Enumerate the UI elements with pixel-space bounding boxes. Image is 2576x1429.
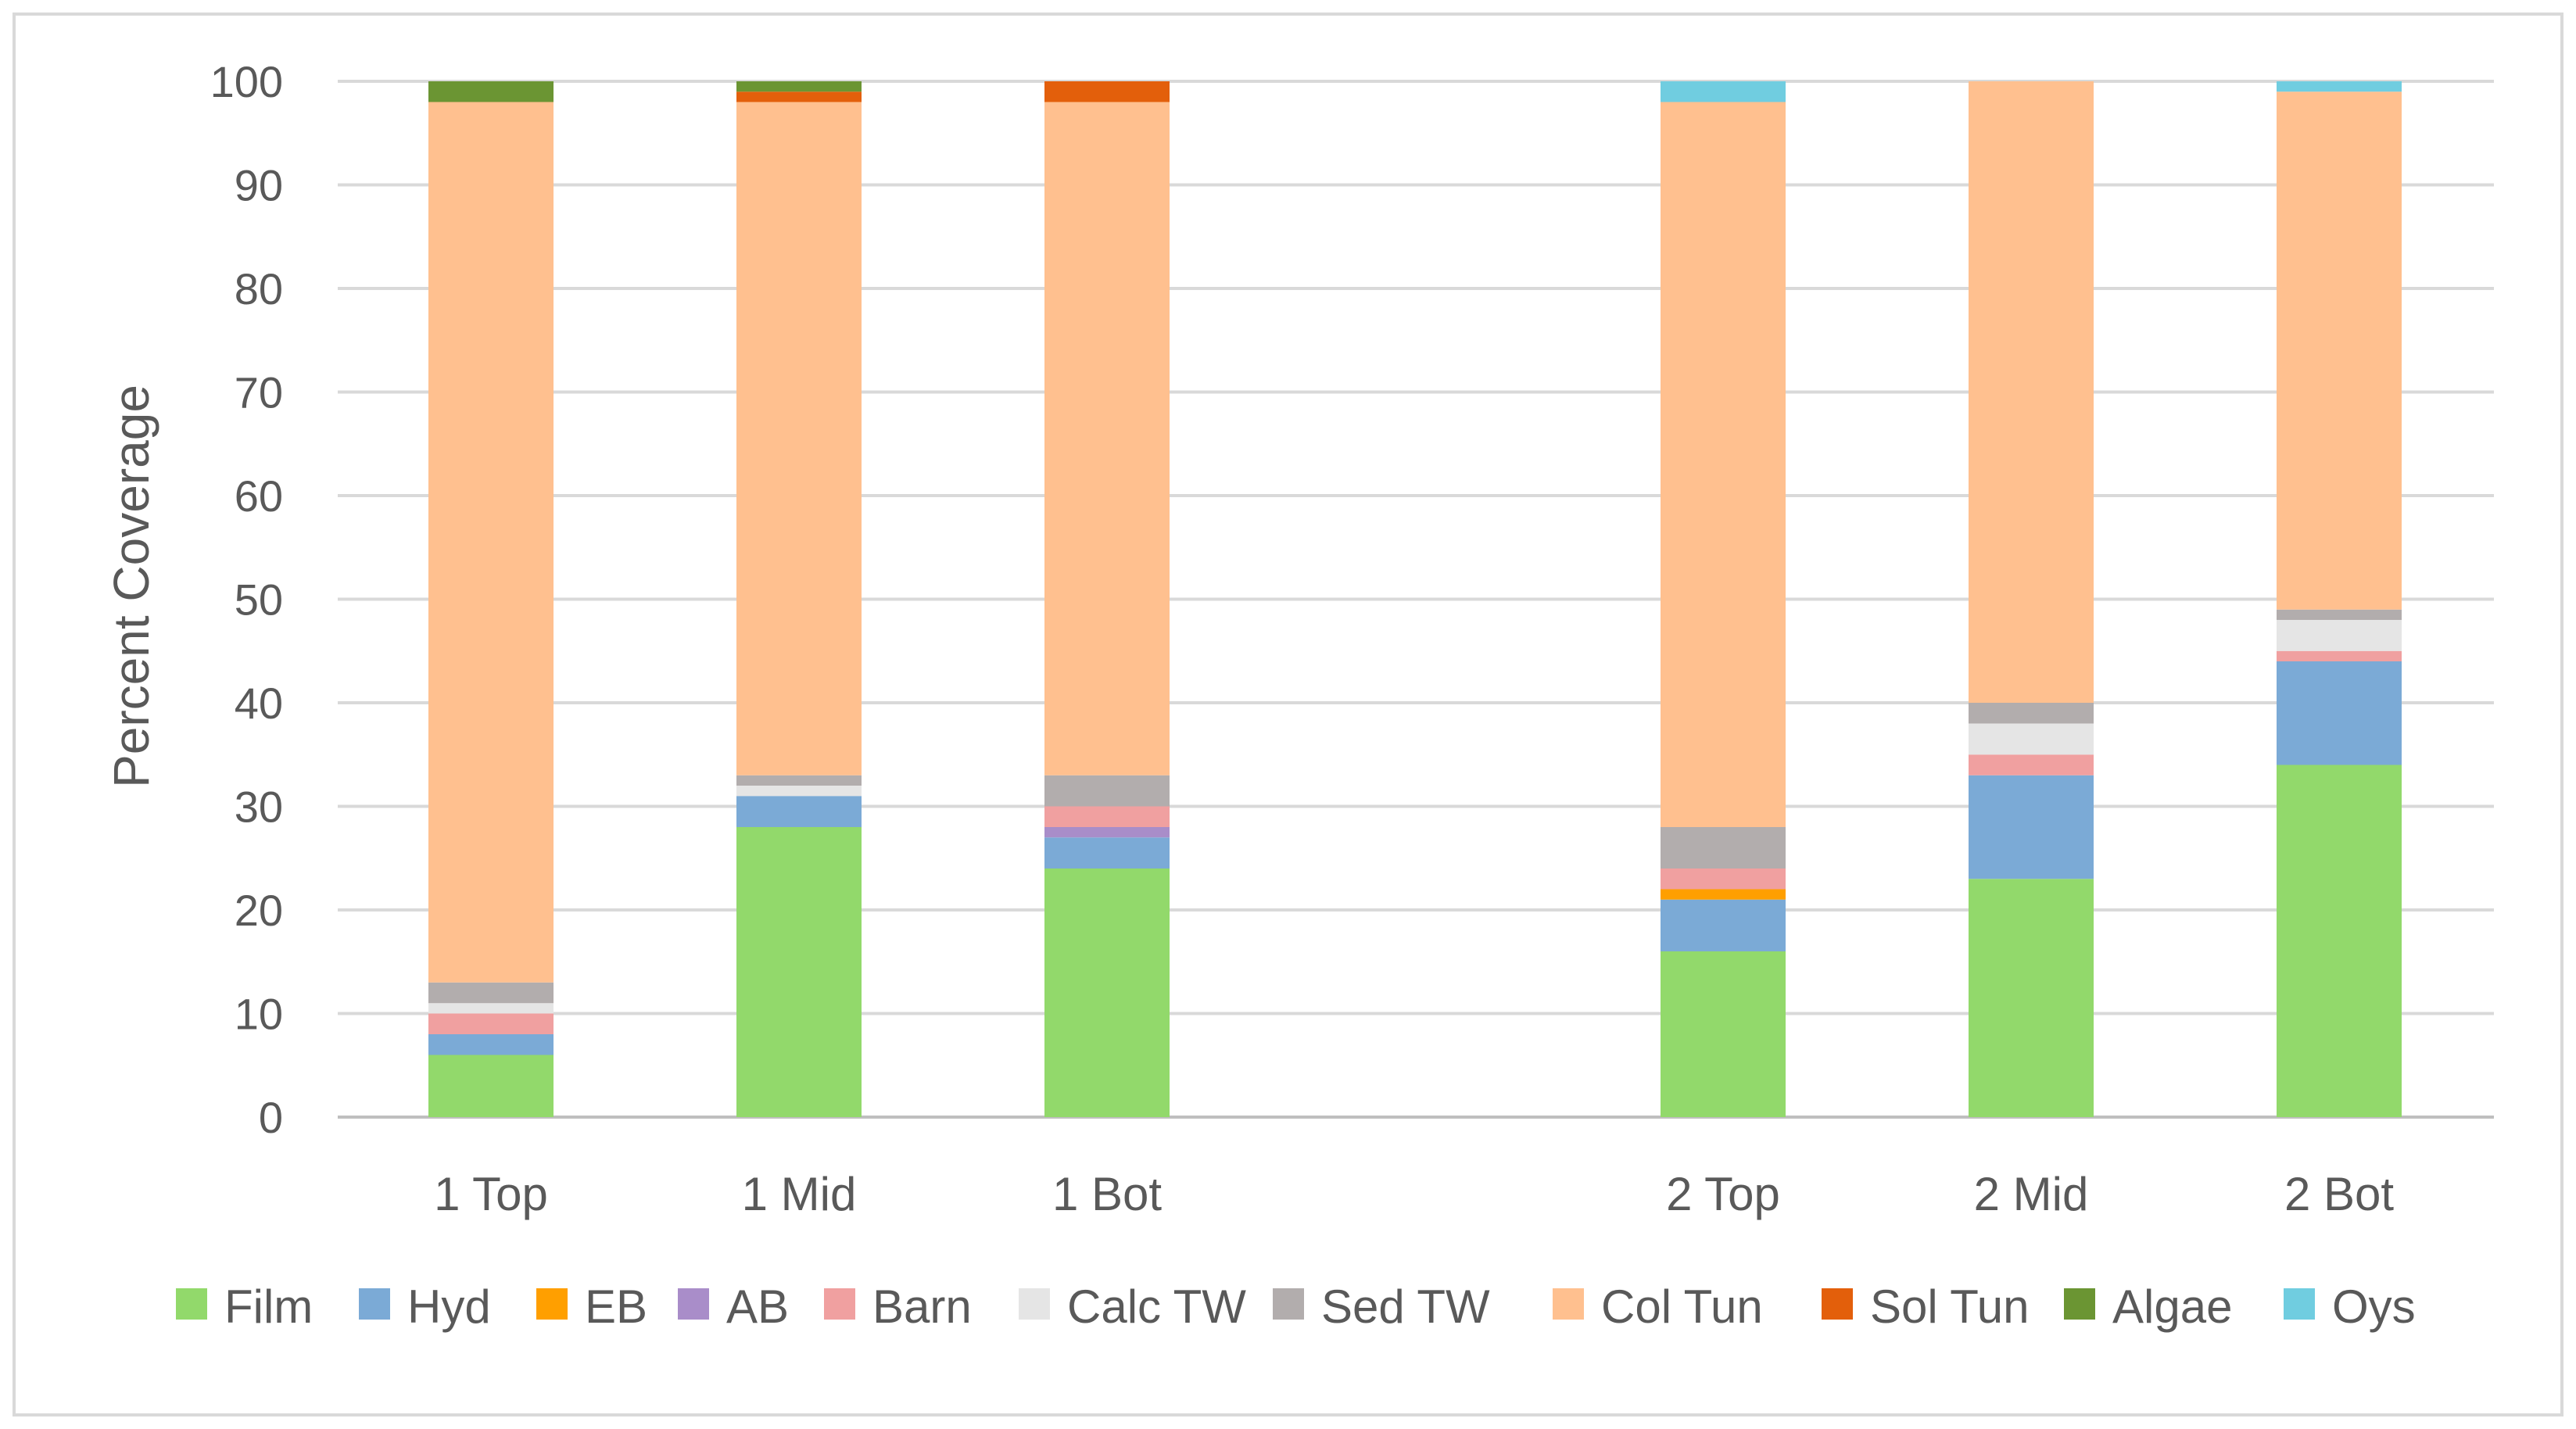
bar-segment-ab	[1044, 827, 1170, 838]
bar-segment-calc-tw	[1969, 723, 2094, 755]
bar-segment-barn	[1661, 869, 1786, 890]
bar-segment-film	[1661, 951, 1786, 1117]
y-tick-label: 70	[235, 368, 283, 417]
y-tick-label: 10	[235, 990, 283, 1039]
bar-segment-col-tun	[2277, 91, 2402, 610]
x-tick-label: 1 Top	[434, 1168, 548, 1220]
bar-segment-calc-tw	[736, 786, 862, 797]
legend-label-ab: AB	[726, 1280, 789, 1333]
bar-segment-barn	[2277, 650, 2402, 661]
y-tick-label: 60	[235, 471, 283, 521]
bar-segment-oys	[1661, 81, 1786, 102]
legend-swatch-hyd	[359, 1288, 390, 1320]
bar-segment-hyd	[2277, 661, 2402, 765]
bar-segment-calc-tw	[2277, 620, 2402, 651]
bar-segment-hyd	[1044, 837, 1170, 869]
bar-segment-col-tun	[1969, 81, 2094, 703]
bar-segment-barn	[428, 1013, 554, 1034]
bar-segment-hyd	[1969, 775, 2094, 879]
legend-label-col-tun: Col Tun	[1601, 1280, 1763, 1333]
legend-label-hyd: Hyd	[407, 1280, 491, 1333]
bar-segment-sed-tw	[1661, 827, 1786, 869]
bar-segment-col-tun	[1661, 102, 1786, 827]
legend-swatch-film	[176, 1288, 207, 1320]
legend-swatch-barn	[824, 1288, 855, 1320]
y-tick-label: 80	[235, 264, 283, 313]
legend-label-sol-tun: Sol Tun	[1870, 1280, 2029, 1333]
y-tick-label: 90	[235, 161, 283, 210]
bar-segment-col-tun	[428, 102, 554, 983]
x-tick-label: 1 Bot	[1052, 1168, 1162, 1220]
bar-segment-film	[428, 1055, 554, 1117]
y-tick-label: 20	[235, 886, 283, 935]
legend-label-film: Film	[224, 1280, 313, 1333]
legend-label-eb: EB	[585, 1280, 647, 1333]
bar-segment-film	[1969, 879, 2094, 1117]
bar-segment-film	[1044, 869, 1170, 1117]
y-tick-label: 30	[235, 783, 283, 832]
legend-swatch-algae	[2064, 1288, 2095, 1320]
bar-segment-algae	[736, 81, 862, 92]
y-tick-label: 40	[235, 679, 283, 728]
legend-swatch-ab	[678, 1288, 709, 1320]
y-tick-label: 0	[259, 1093, 283, 1142]
bar-segment-hyd	[428, 1034, 554, 1055]
bar-segment-barn	[1044, 806, 1170, 827]
legend-swatch-eb	[536, 1288, 568, 1320]
bar-segment-eb	[1661, 889, 1786, 900]
bar-segment-algae	[428, 81, 554, 102]
x-tick-label: 1 Mid	[742, 1168, 857, 1220]
bar-segment-hyd	[736, 796, 862, 827]
bar-segment-film	[736, 827, 862, 1117]
bar-segment-sed-tw	[1044, 775, 1170, 807]
bar-segment-col-tun	[736, 102, 862, 775]
bar-segment-barn	[1969, 754, 2094, 775]
bar-segment-sed-tw	[736, 775, 862, 786]
legend-label-sed-tw: Sed TW	[1321, 1280, 1490, 1333]
legend-label-oys: Oys	[2332, 1280, 2416, 1333]
legend-swatch-sol-tun	[1822, 1288, 1853, 1320]
legend-swatch-oys	[2284, 1288, 2315, 1320]
legend-swatch-sed-tw	[1273, 1288, 1304, 1320]
x-tick-label: 2 Bot	[2284, 1168, 2394, 1220]
bar-segment-calc-tw	[428, 1003, 554, 1014]
bar-segment-sol-tun	[1044, 81, 1170, 102]
y-tick-label: 100	[210, 57, 283, 106]
bar-segment-sol-tun	[736, 91, 862, 102]
legend-label-calc-tw: Calc TW	[1067, 1280, 1246, 1333]
bar-segment-hyd	[1661, 899, 1786, 951]
bar-segment-sed-tw	[2277, 609, 2402, 620]
x-tick-label: 2 Top	[1666, 1168, 1780, 1220]
y-tick-label: 50	[235, 575, 283, 625]
y-axis-title: Percent Coverage	[103, 385, 159, 788]
bar-segment-oys	[2277, 81, 2402, 92]
legend-label-algae: Algae	[2112, 1280, 2232, 1333]
bar-segment-sed-tw	[1969, 703, 2094, 724]
x-tick-label: 2 Mid	[1974, 1168, 2089, 1220]
bar-segment-film	[2277, 765, 2402, 1117]
legend-swatch-col-tun	[1553, 1288, 1584, 1320]
legend-swatch-calc-tw	[1019, 1288, 1050, 1320]
bar-segment-col-tun	[1044, 102, 1170, 775]
bar-segment-sed-tw	[428, 982, 554, 1004]
legend-label-barn: Barn	[872, 1280, 972, 1333]
